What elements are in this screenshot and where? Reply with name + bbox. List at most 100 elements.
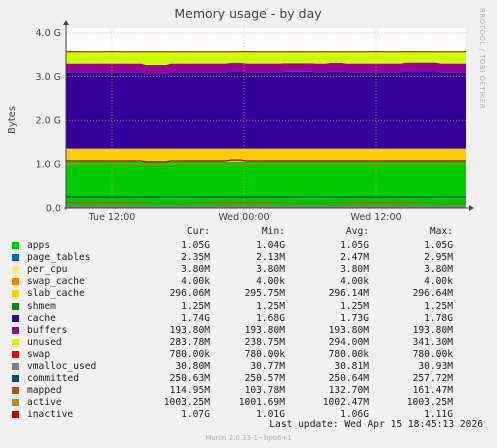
legend-value-min: 1.01G (256, 409, 285, 421)
rrdtool-credit: RRDTOOL / TOBI OETIKER (478, 8, 486, 110)
legend-value-min: 250.57M (244, 373, 285, 385)
legend-value-max: 161.47M (412, 385, 453, 397)
legend-swatch (12, 254, 19, 262)
legend-header-min: Min: (261, 226, 285, 237)
legend-value-cur: 2.35M (181, 252, 210, 264)
legend-series-name: inactive (27, 409, 74, 421)
legend-value-max: 1.25M (424, 300, 453, 312)
legend-swatch (12, 363, 19, 370)
legend-header-cur: Cur: (186, 226, 210, 237)
legend-value-avg: 296.14M (328, 288, 369, 300)
legend-value-cur: 114.95M (169, 385, 210, 397)
legend-value-max: 1.05G (424, 240, 453, 251)
legend-value-avg: 1.73G (340, 312, 369, 324)
legend-value-max: 1.78G (424, 312, 453, 324)
legend-value-avg: 1.05G (340, 240, 369, 251)
legend-swatch (12, 338, 19, 346)
memory-chart: Memory usage - by day Bytes 0.0 1.0 G 2.0 … (7, 6, 474, 223)
legend-series-name: swap (27, 348, 51, 360)
legend-value-avg: 1002.47M (322, 397, 369, 409)
legend-value-min: 2.13M (256, 252, 285, 264)
legend-value-max: 257.72M (412, 373, 453, 385)
legend-value-cur: 4.00k (181, 276, 210, 288)
legend-value-max: 1.11G (424, 409, 453, 421)
legend-value-cur: 1.05G (181, 240, 210, 251)
legend-value-max: 1003.25M (406, 397, 453, 409)
area-buffers (66, 62, 466, 74)
legend-value-avg: 1.06G (340, 409, 369, 421)
legend-value-avg: 294.00M (328, 336, 369, 348)
legend-value-cur: 1.07G (181, 409, 210, 421)
legend-header-max: Max: (429, 226, 453, 237)
legend-value-avg: 2.47M (340, 252, 369, 264)
last-update: Last update: Wed Apr 15 18:45:13 2026 (269, 419, 483, 430)
y-tick-label: 2.0 G (36, 116, 62, 127)
legend-value-cur: 1003.25M (163, 397, 210, 409)
legend-series-name: swap_cache (27, 276, 85, 288)
legend-value-min: 1.04G (256, 240, 285, 251)
legend-value-max: 780.00k (412, 348, 453, 360)
legend-value-cur: 30.80M (175, 361, 210, 372)
legend-value-max: 193.80M (412, 324, 453, 336)
legend-value-avg: 250.64M (328, 373, 369, 385)
area-unused (66, 51, 466, 65)
legend-swatch (12, 278, 19, 286)
legend-value-cur: 250.63M (169, 373, 210, 385)
area-slab-cache (66, 148, 466, 162)
legend-value-cur: 193.80M (169, 324, 210, 336)
legend-value-cur: 3.80M (181, 264, 210, 276)
legend-value-min: 30.77M (250, 361, 285, 372)
legend-series-name: cache (27, 312, 56, 324)
legend-value-avg: 1.25M (340, 300, 369, 312)
x-tick-label: Tue 12:00 (88, 212, 136, 223)
legend-value-max: 296.64M (412, 288, 453, 300)
legend-value-avg: 780.00k (328, 348, 369, 360)
legend-value-min: 4.00k (256, 276, 285, 288)
x-tick-label: Wed 12:00 (350, 212, 401, 223)
legend-value-min: 238.75M (244, 336, 285, 348)
legend-value-min: 1001.69M (238, 397, 285, 409)
y-tick-label: 3.0 G (36, 72, 62, 83)
legend-value-min: 780.00k (244, 348, 285, 360)
legend-value-max: 3.80M (424, 264, 453, 276)
legend-series-name: vmalloc_used (27, 361, 97, 372)
y-tick-label: 1.0 G (36, 160, 62, 171)
legend-value-max: 2.95M (424, 252, 453, 264)
y-tick-label: 4.0 G (36, 28, 62, 39)
legend-value-max: 341.30M (412, 336, 453, 348)
legend-swatch (12, 411, 19, 419)
legend-value-min: 1.68G (256, 312, 285, 324)
legend-series-name: slab_cache (27, 288, 85, 300)
legend-swatch (12, 399, 19, 407)
legend-swatch (12, 375, 19, 383)
y-axis-label: Bytes (7, 106, 18, 134)
legend-value-avg: 193.80M (328, 324, 369, 336)
x-tick-label: Wed 00:00 (218, 212, 269, 223)
area-apps (66, 161, 466, 208)
legend-value-min: 103.78M (244, 385, 285, 397)
legend-value-min: 1.25M (256, 300, 285, 312)
x-axis-arrow (469, 205, 474, 211)
y-axis-arrow (63, 20, 69, 25)
legend-value-avg: 132.70M (328, 385, 369, 397)
legend-series-name: apps (27, 240, 51, 251)
chart-title: Memory usage - by day (174, 6, 322, 21)
legend-swatch (12, 326, 19, 334)
legend-value-cur: 1.25M (181, 300, 210, 312)
legend-header-avg: Avg: (345, 226, 369, 237)
legend-value-max: 4.00k (424, 276, 453, 288)
legend-series-name: buffers (27, 324, 68, 336)
legend-value-avg: 30.81M (334, 361, 369, 372)
legend-swatch (12, 314, 19, 322)
legend-value-cur: 780.00k (169, 348, 210, 360)
legend-series-name: committed (27, 373, 79, 385)
legend-series-name: shmem (27, 300, 56, 312)
legend-series-name: unused (27, 336, 62, 348)
legend-value-avg: 3.80M (340, 264, 369, 276)
legend-series-name: page_tables (27, 252, 91, 264)
legend-series-name: mapped (27, 385, 62, 397)
legend-value-avg: 4.00k (340, 276, 369, 288)
munin-version: Munin 2.0.33-1~bpo8+1 (205, 434, 292, 442)
legend-value-cur: 296.06M (169, 288, 210, 300)
